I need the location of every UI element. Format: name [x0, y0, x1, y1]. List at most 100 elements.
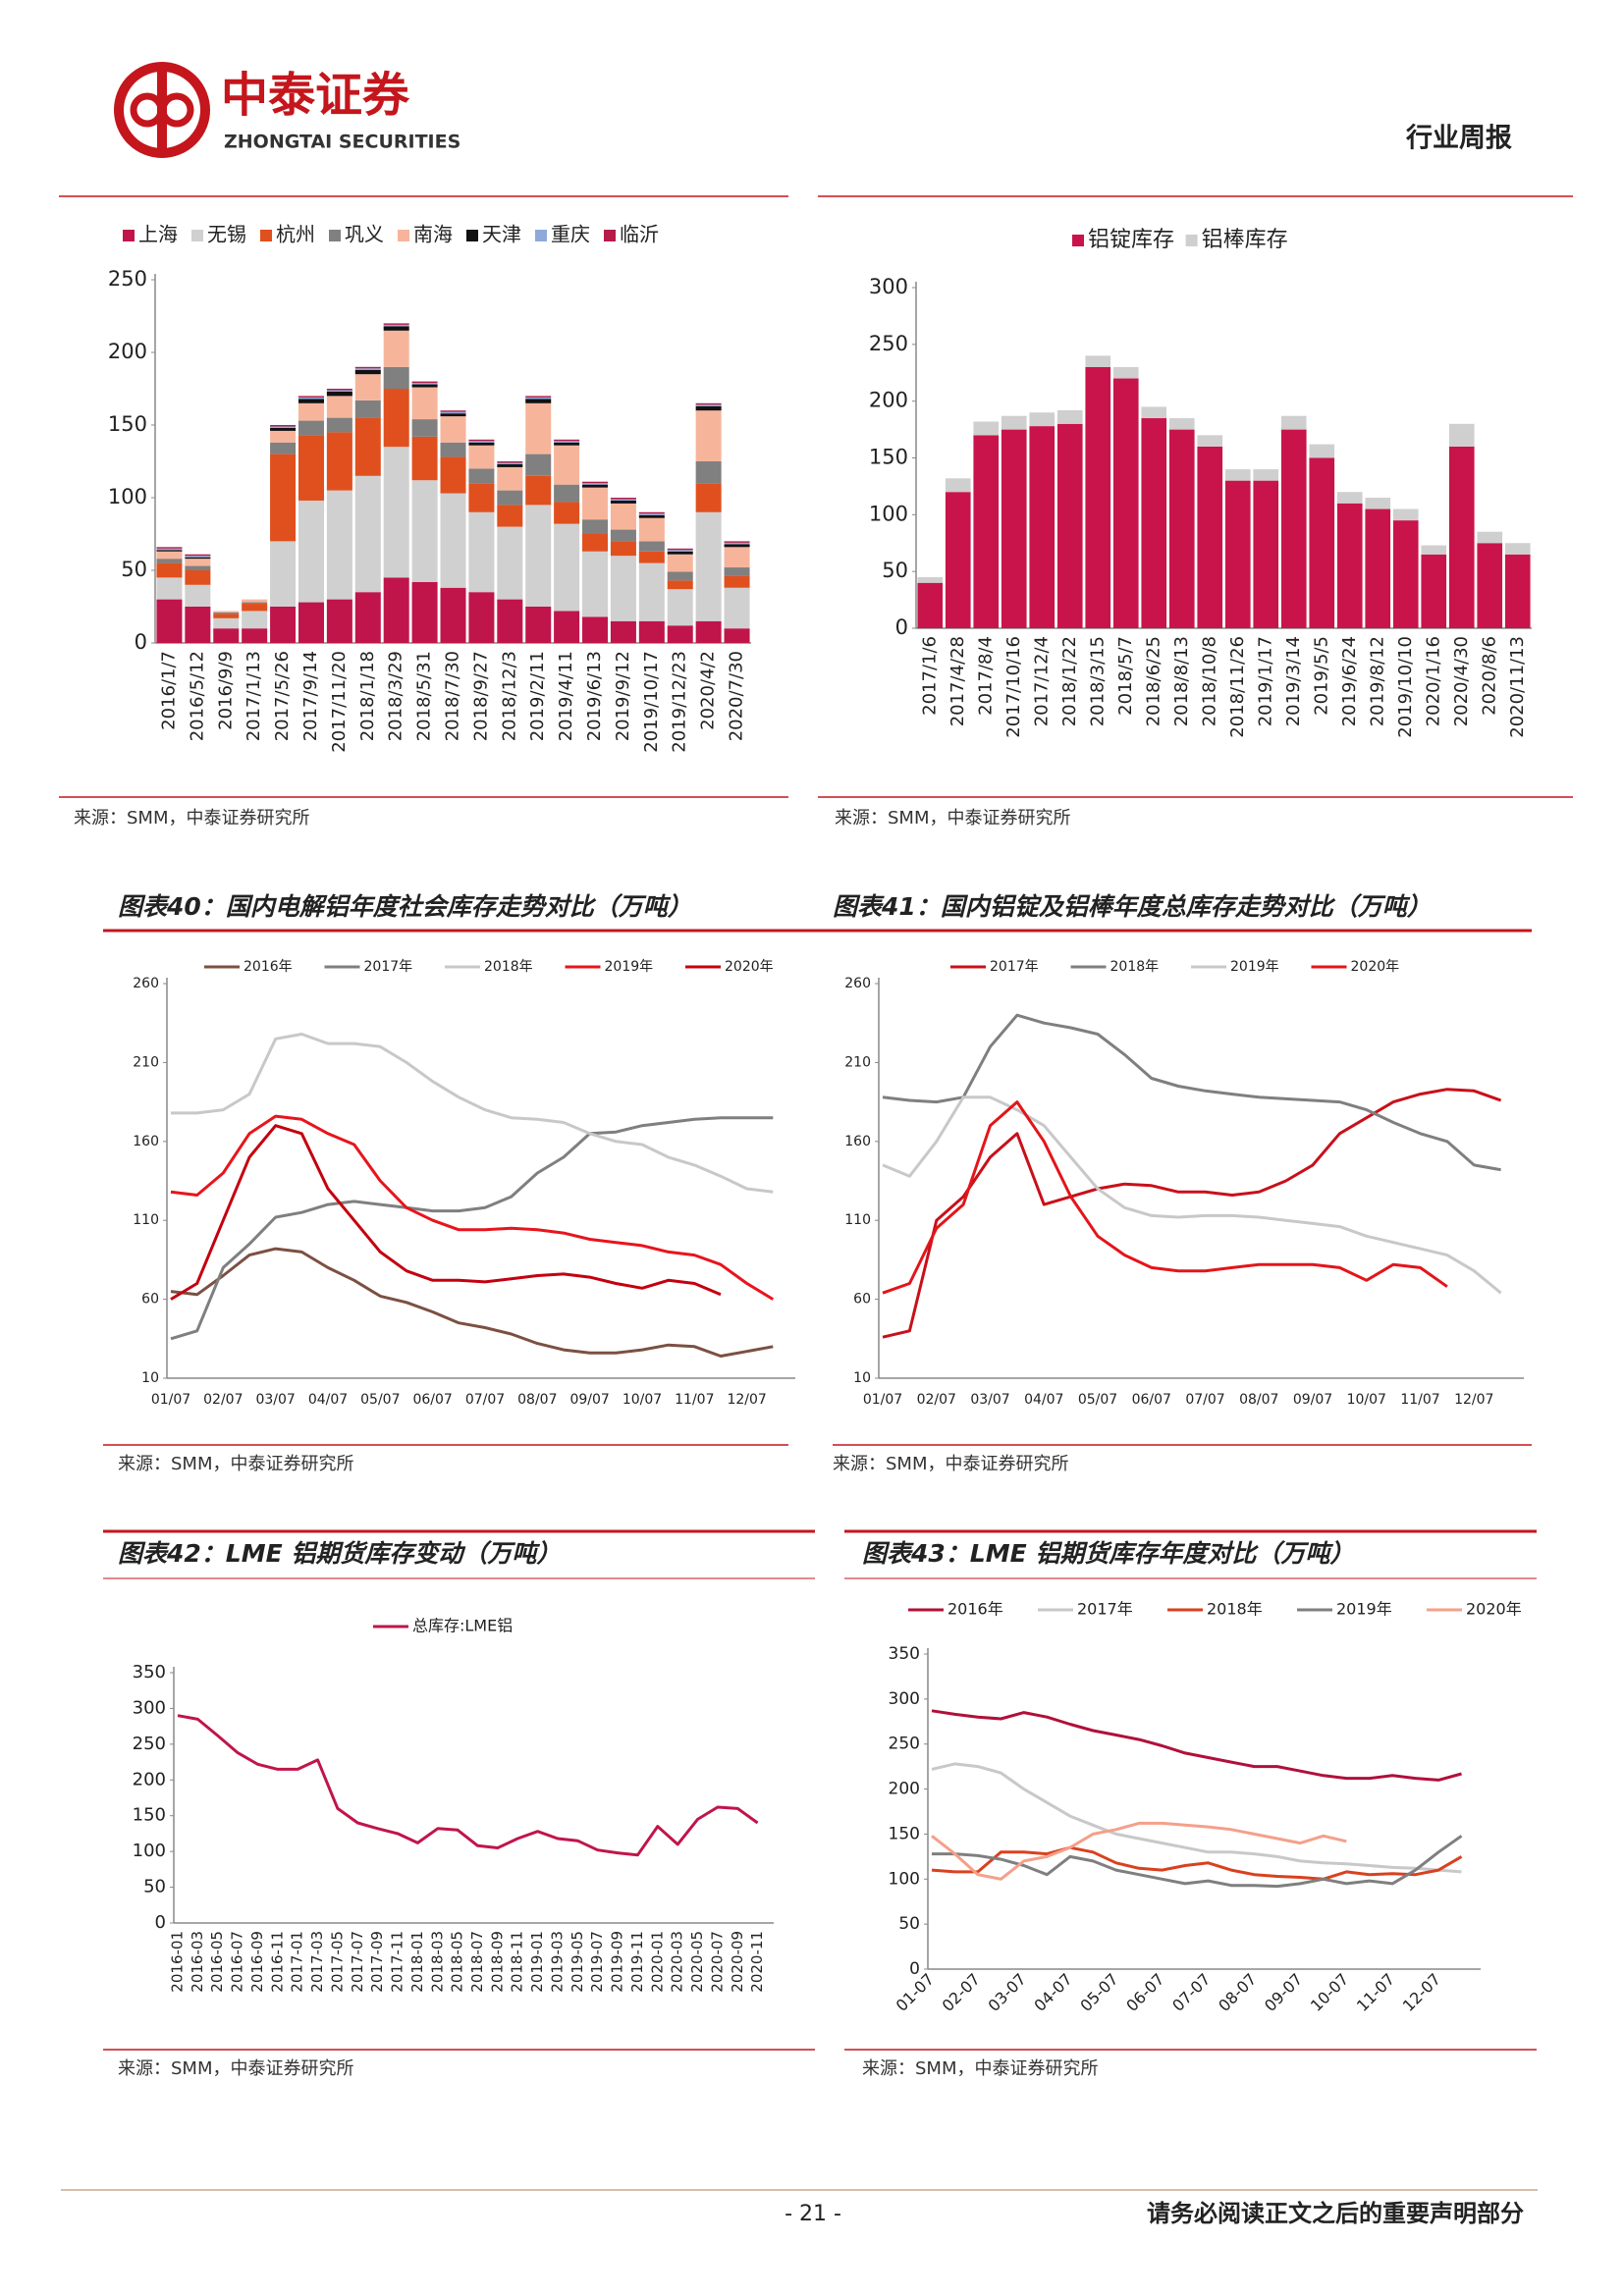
chart: 图表42：LME 铝期货库存变动（万吨） 来源：SMM，中泰证券研究所 0 50 100…: [118, 1539, 774, 2079]
x-tick-label: 2016/5/12: [187, 651, 207, 741]
line: [882, 1088, 1502, 1339]
x-tick-label: 2018/1/22: [1059, 636, 1080, 726]
bar-segment: [411, 436, 438, 481]
bar-segment: [242, 628, 268, 643]
chart: 来源：SMM，中泰证券研究所 0 50 100 150 200 250 300 2017/1/6…: [835, 228, 1532, 828]
bar-segment: [1280, 429, 1307, 628]
bar-segment: [724, 575, 750, 588]
bar-segment: [468, 441, 495, 443]
x-tick-label: 06/07: [412, 1392, 452, 1408]
x-tick-label: 2018/3/29: [386, 651, 406, 741]
legend-label: 总库存:LME铝: [412, 1617, 513, 1635]
bar-segment: [1504, 543, 1531, 555]
x-tick-label: 2018/5/7: [1115, 636, 1136, 716]
x-tick-label: 2017-07: [349, 1931, 366, 1993]
bar-segment: [326, 490, 352, 600]
bar-segment: [554, 445, 580, 485]
bar-segment: [667, 548, 693, 551]
x-tick-label: 2016-03: [189, 1931, 206, 1993]
legend-label: 巩义: [345, 223, 384, 246]
bar-segment: [667, 554, 693, 572]
legend-label: 无锡: [207, 223, 246, 246]
y-tick-label: 210: [844, 1054, 871, 1070]
bar-segment: [383, 577, 409, 643]
bar-segment: [582, 483, 609, 485]
x-tick-label: 2017-09: [368, 1931, 386, 1993]
bar-segment: [468, 468, 495, 484]
bar-segment: [411, 381, 438, 384]
bar-segment: [582, 481, 609, 484]
bar-segment: [497, 599, 523, 643]
bar-segment: [582, 551, 609, 617]
bar-segment: [298, 602, 324, 643]
bar-segment: [1477, 543, 1503, 628]
bar-segment: [554, 439, 580, 442]
chart-title: 图表42：LME 铝期货库存变动（万吨）: [118, 1539, 561, 1568]
line: [932, 1835, 1463, 1889]
x-tick-label: 2018-09: [488, 1931, 506, 1993]
y-tick-label: 110: [133, 1212, 159, 1228]
x-tick-label: 2018-01: [408, 1931, 426, 1993]
x-tick-label: 05/07: [1078, 1392, 1117, 1408]
x-tick-label: 11/07: [675, 1392, 714, 1408]
y-tick-label: 10: [141, 1370, 159, 1386]
bar-segment: [525, 396, 552, 398]
x-tick-label: 2016-11: [268, 1931, 286, 1993]
bar-segment: [1392, 520, 1419, 628]
line: [177, 1714, 759, 1857]
line: [931, 1762, 1462, 1874]
x-tick-label: 12-07: [1399, 1970, 1444, 2015]
bar-segment: [582, 616, 609, 643]
legend-label: 2017年: [990, 959, 1039, 975]
x-tick-label: 06/07: [1132, 1392, 1171, 1408]
y-tick-label: 150: [108, 412, 147, 436]
bar-segment: [156, 550, 183, 552]
y-tick-label: 150: [889, 1824, 920, 1843]
bar-segment: [724, 587, 750, 629]
bar-segment: [667, 551, 693, 555]
y-tick-label: 260: [133, 976, 159, 991]
line: [882, 1013, 1501, 1172]
x-tick-label: 2019/10/17: [641, 651, 662, 753]
bar-segment: [554, 523, 580, 612]
x-tick-label: 2018-03: [428, 1931, 446, 1993]
bar-segment: [945, 478, 971, 493]
bar-segment: [440, 493, 466, 588]
bar-segment: [1085, 366, 1111, 628]
x-tick-label: 2019-03: [548, 1931, 566, 1993]
x-tick-label: 11-07: [1353, 1970, 1398, 2015]
legend-swatch: [260, 230, 272, 241]
bar-segment: [411, 383, 438, 385]
bar-segment: [554, 442, 580, 446]
bar-segment: [1421, 545, 1447, 555]
legend-label: 2016年: [947, 1600, 1003, 1619]
bar-segment: [695, 620, 722, 643]
bar-segment: [468, 442, 495, 446]
bar-segment: [610, 620, 636, 643]
bar-segment: [1112, 366, 1139, 379]
bar-segment: [270, 430, 297, 443]
line: [882, 1100, 1448, 1295]
x-tick-label: 2017/5/26: [272, 651, 293, 741]
legend-swatch: [191, 230, 203, 241]
legend-label: 临沂: [620, 223, 659, 246]
bar-segment: [298, 399, 324, 403]
report-type: 行业周报: [1405, 123, 1512, 154]
x-tick-label: 01/07: [863, 1392, 902, 1408]
bar-segment: [354, 368, 381, 370]
x-tick-label: 2017-01: [289, 1931, 306, 1993]
bar-segment: [945, 492, 971, 628]
x-tick-label: 2019/2/11: [527, 651, 548, 741]
x-tick-label: 08/07: [1239, 1392, 1278, 1408]
bar-segment: [638, 620, 665, 643]
bar-segment: [525, 397, 552, 400]
y-tick-label: 200: [108, 340, 147, 363]
bar-segment: [610, 529, 636, 542]
x-tick-label: 09-07: [1261, 1970, 1306, 2015]
legend-swatch: [535, 230, 547, 241]
bar-segment: [242, 604, 268, 612]
x-tick-label: 2018/9/27: [470, 651, 491, 741]
x-tick-label: 2016-09: [248, 1931, 266, 1993]
bar-segment: [497, 526, 523, 600]
